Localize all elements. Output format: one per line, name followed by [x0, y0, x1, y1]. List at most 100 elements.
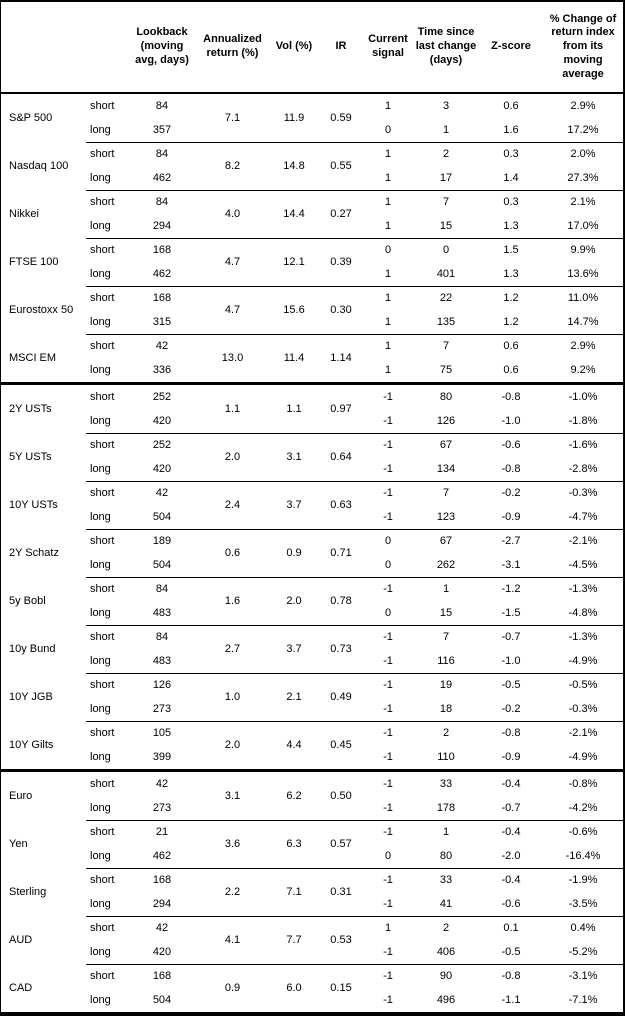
- zscore-value: 1.3: [503, 220, 519, 232]
- leg-label: long: [90, 124, 111, 136]
- time-since-change-value: 22: [439, 292, 453, 304]
- col-header-annualized_return: Annualized return (%): [203, 33, 262, 59]
- current-signal-value: -1: [383, 487, 393, 499]
- leg-label: long: [90, 463, 111, 475]
- current-signal-value: -1: [383, 898, 393, 910]
- time-since-change-value: 0: [442, 244, 450, 256]
- ir-value: 0.53: [330, 934, 352, 946]
- asset-name: Nasdaq 100: [9, 160, 69, 172]
- leg-label: short: [90, 970, 115, 982]
- lookback-value: 42: [155, 778, 169, 790]
- asset-group: 10Y JGB short 126 long 273 1.0 2.1 0.49 -1 19 -0.5…: [1, 673, 623, 721]
- pct-change-value: 14.7%: [567, 316, 599, 328]
- asset-group: S&P 500 short 84 long 357 7.1 11.9 0.59 1 3 0.6 2.9…: [1, 94, 623, 142]
- current-signal-value: 1: [384, 922, 392, 934]
- ir-value: 1.14: [330, 352, 352, 364]
- asset-name: Yen: [9, 838, 28, 850]
- pct-change-value: -2.8%: [568, 463, 598, 475]
- zscore-value: -0.2: [501, 703, 521, 715]
- vol-value: 14.4: [283, 208, 305, 220]
- current-signal-value: 0: [384, 124, 392, 136]
- time-since-change-value: 496: [436, 994, 456, 1006]
- leg-label: short: [90, 244, 115, 256]
- lookback-value: 168: [152, 874, 172, 886]
- zscore-value: -0.4: [501, 778, 521, 790]
- asset-name: 5Y USTs: [9, 451, 52, 463]
- zscore-value: -0.9: [501, 511, 521, 523]
- vol-value: 15.6: [283, 304, 305, 316]
- annualized-return-value: 2.0: [224, 739, 241, 751]
- zscore-value: -0.8: [501, 391, 521, 403]
- zscore-value: -1.1: [501, 994, 521, 1006]
- asset-group: 2Y Schatz short 189 long 504 0.6 0.9 0.71 0 67 -2.…: [1, 529, 623, 577]
- pct-change-value: 2.0%: [570, 148, 596, 160]
- lookback-value: 189: [152, 535, 172, 547]
- lookback-value: 420: [152, 415, 172, 427]
- lookback-value: 252: [152, 439, 172, 451]
- lookback-value: 105: [152, 727, 172, 739]
- zscore-value: -0.5: [501, 946, 521, 958]
- current-signal-value: -1: [383, 583, 393, 595]
- annualized-return-value: 2.2: [224, 886, 241, 898]
- annualized-return-value: 2.4: [224, 499, 241, 511]
- zscore-value: -1.2: [501, 583, 521, 595]
- annualized-return-value: 2.0: [224, 451, 241, 463]
- annualized-return-value: 4.7: [224, 304, 241, 316]
- lookback-value: 315: [152, 316, 172, 328]
- vol-value: 1.1: [286, 403, 302, 415]
- current-signal-value: -1: [383, 946, 393, 958]
- leg-label: short: [90, 583, 115, 595]
- lookback-value: 84: [155, 100, 169, 112]
- annualized-return-value: 3.6: [224, 838, 241, 850]
- col-header-ir: IR: [335, 40, 347, 53]
- ir-value: 0.73: [330, 643, 352, 655]
- current-signal-value: -1: [383, 463, 393, 475]
- pct-change-value: -1.8%: [568, 415, 598, 427]
- asset-name: Euro: [9, 790, 33, 802]
- asset-group: Nasdaq 100 short 84 long 462 8.2 14.8 0.55 1 2 0.3…: [1, 142, 623, 190]
- annualized-return-value: 1.6: [224, 595, 241, 607]
- pct-change-value: -1.6%: [568, 439, 598, 451]
- zscore-value: 0.3: [503, 196, 519, 208]
- annualized-return-value: 8.2: [224, 160, 241, 172]
- lookback-value: 504: [152, 994, 172, 1006]
- leg-label: long: [90, 364, 111, 376]
- time-since-change-value: 15: [439, 607, 453, 619]
- time-since-change-value: 406: [436, 946, 456, 958]
- current-signal-value: -1: [383, 655, 393, 667]
- leg-label: short: [90, 100, 115, 112]
- lookback-value: 126: [152, 679, 172, 691]
- annualized-return-value: 7.1: [224, 112, 241, 124]
- asset-name: 10Y Gilts: [9, 739, 54, 751]
- time-since-change-value: 262: [436, 559, 456, 571]
- time-since-change-value: 18: [439, 703, 453, 715]
- time-since-change-value: 401: [436, 268, 456, 280]
- asset-name: CAD: [9, 982, 33, 994]
- zscore-value: -0.8: [501, 463, 521, 475]
- asset-group: 10Y USTs short 42 long 504 2.4 3.7 0.63 -1 7 -0.2 -…: [1, 481, 623, 529]
- pct-change-value: -4.5%: [568, 559, 598, 571]
- leg-label: long: [90, 268, 111, 280]
- pct-change-value: 2.9%: [570, 100, 596, 112]
- table-header-row: Lookback (moving avg, days) Annualized re…: [1, 2, 623, 94]
- leg-label: short: [90, 679, 115, 691]
- time-since-change-value: 2: [442, 727, 450, 739]
- col-header-pct_change_from_ma: % Change of return index from its moving…: [549, 12, 617, 80]
- asset-name: Nikkei: [9, 208, 39, 220]
- lookback-value: 462: [152, 850, 172, 862]
- current-signal-value: -1: [383, 439, 393, 451]
- leg-label: short: [90, 487, 115, 499]
- pct-change-value: -2.1%: [568, 535, 598, 547]
- annualized-return-value: 0.9: [224, 982, 241, 994]
- pct-change-value: 27.3%: [567, 172, 599, 184]
- current-signal-value: 0: [384, 535, 392, 547]
- ir-value: 0.63: [330, 499, 352, 511]
- leg-label: long: [90, 172, 111, 184]
- asset-name: S&P 500: [9, 112, 53, 124]
- leg-label: long: [90, 946, 111, 958]
- vol-value: 7.1: [286, 886, 302, 898]
- vol-value: 0.9: [286, 547, 302, 559]
- lookback-value: 357: [152, 124, 172, 136]
- asset-group: Yen short 21 long 462 3.6 6.3 0.57 -1 1 -0.4 -0.6% 0…: [1, 820, 623, 868]
- annualized-return-value: 4.7: [224, 256, 241, 268]
